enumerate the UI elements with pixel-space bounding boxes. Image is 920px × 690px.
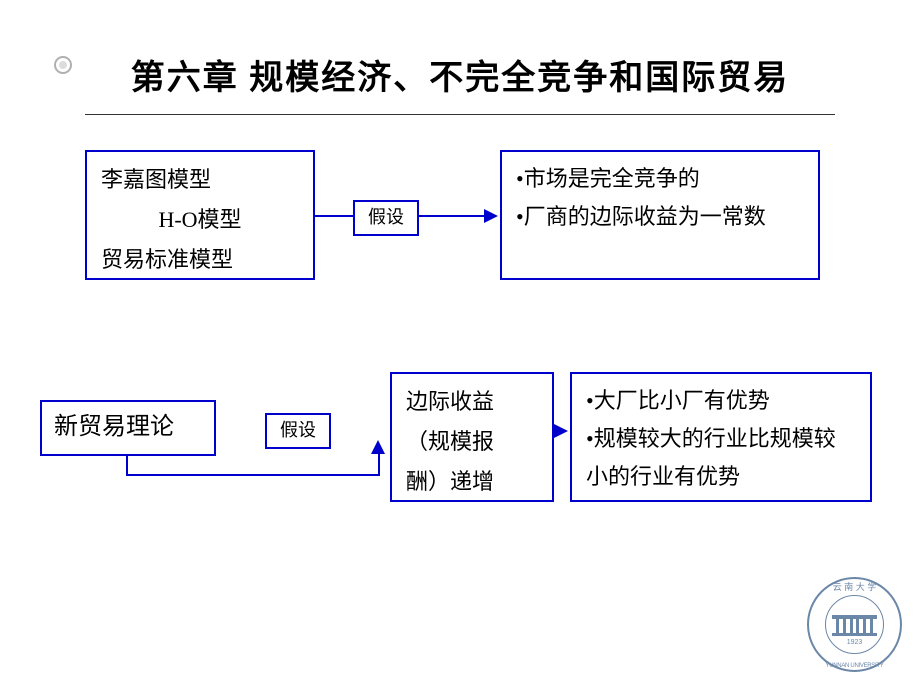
results-box-2: •大厂比小厂有优势 •规模较大的行业比规模较小的行业有优势 — [570, 372, 872, 502]
logo-university-name: 云 南 大 学 — [807, 580, 902, 593]
model-ricardo: 李嘉图模型 — [101, 160, 299, 200]
models-box: 李嘉图模型 H-O模型 贸易标准模型 — [85, 150, 315, 280]
new-trade-theory-box: 新贸易理论 — [40, 400, 216, 456]
marginal-line1: 边际收益 — [406, 382, 538, 422]
arrow1-head — [484, 209, 498, 223]
model-ho: H-O模型 — [101, 200, 299, 240]
marginal-line2: （规模报 — [406, 422, 538, 462]
marginal-line3: 酬）递增 — [406, 462, 538, 502]
assumption-marginal-revenue: •厂商的边际收益为一常数 — [516, 198, 804, 236]
result-large-industries: •规模较大的行业比规模较小的行业有优势 — [586, 420, 856, 496]
arrow2-head — [371, 440, 385, 454]
title-underline — [85, 114, 835, 115]
assume-label-1: 假设 — [353, 200, 419, 236]
marginal-revenue-box: 边际收益 （规模报 酬）递增 — [390, 372, 554, 502]
logo-building-icon — [832, 615, 877, 637]
arrow3-head — [554, 424, 568, 438]
logo-year: 1923 — [807, 639, 902, 646]
model-standard: 贸易标准模型 — [101, 240, 299, 280]
slide-title: 第六章 规模经济、不完全竞争和国际贸易 — [0, 50, 920, 99]
arrow1-segment-left — [315, 215, 353, 217]
arrow2-horizontal — [126, 474, 380, 476]
logo-university-english: YUNNAN UNIVERSITY — [807, 663, 902, 669]
assumptions-box-1: •市场是完全竞争的 •厂商的边际收益为一常数 — [500, 150, 820, 280]
result-large-firms: •大厂比小厂有优势 — [586, 382, 856, 420]
assume-label-2: 假设 — [265, 413, 331, 449]
arrow2-vertical-left — [126, 456, 128, 476]
arrow2-vertical-right — [378, 452, 380, 476]
university-logo: 云 南 大 学 1923 YUNNAN UNIVERSITY — [807, 577, 902, 672]
assumption-perfect-competition: •市场是完全竞争的 — [516, 160, 804, 198]
arrow1-segment-right — [419, 215, 484, 217]
